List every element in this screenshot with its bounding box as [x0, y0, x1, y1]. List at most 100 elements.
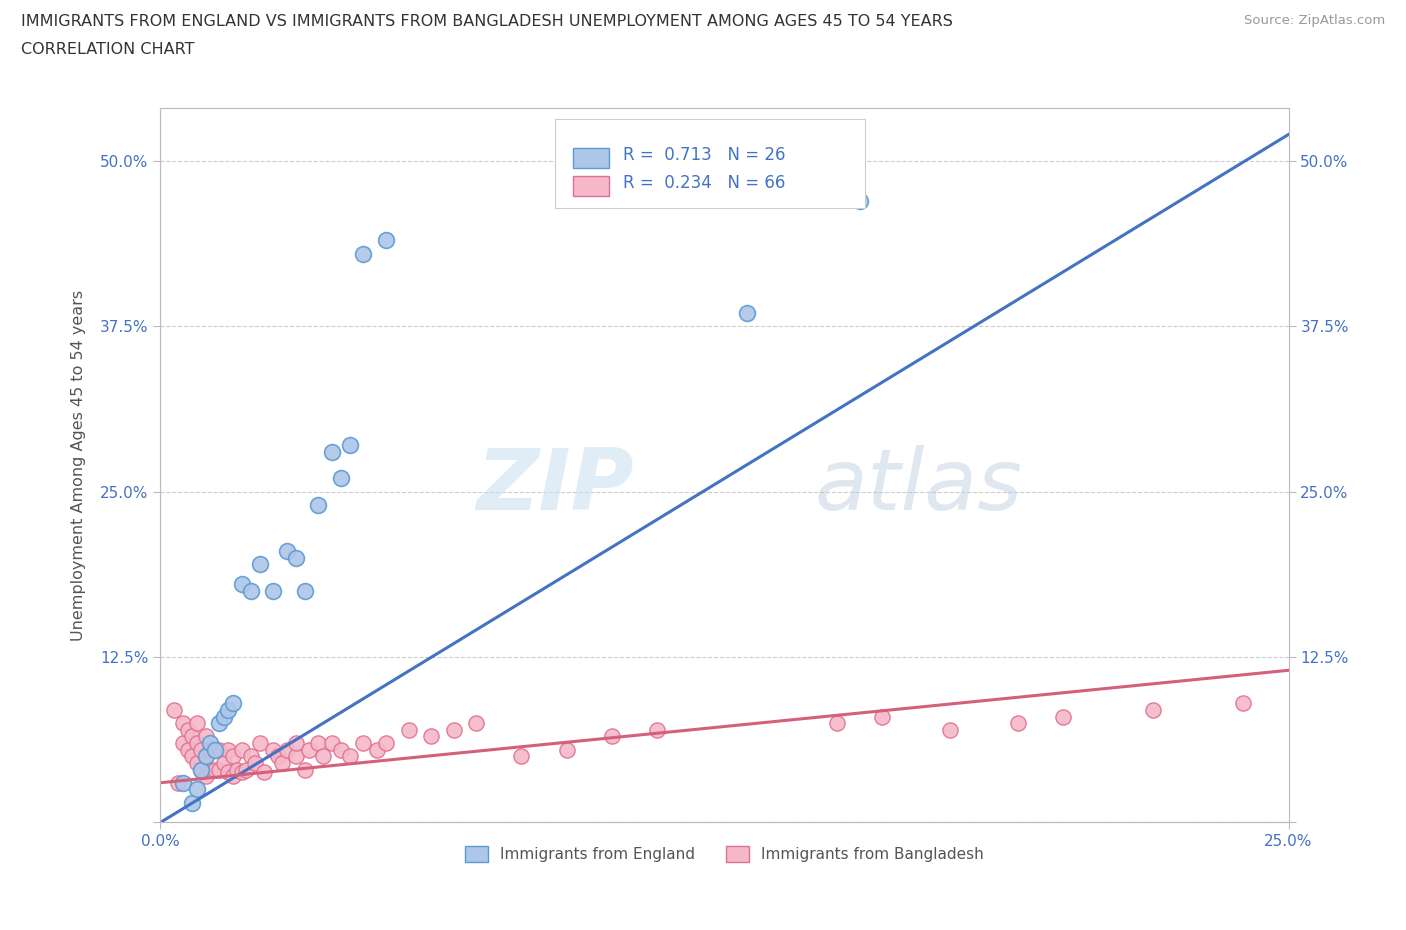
Point — [190, 742, 212, 757]
Point — [321, 736, 343, 751]
Point — [163, 702, 186, 717]
Point — [198, 736, 221, 751]
Point — [204, 742, 226, 757]
Text: R =  0.234   N = 66: R = 0.234 N = 66 — [623, 174, 786, 192]
Point — [284, 749, 307, 764]
Point — [339, 749, 361, 764]
Point — [353, 246, 375, 261]
Legend: Immigrants from England, Immigrants from Bangladesh: Immigrants from England, Immigrants from… — [460, 840, 990, 869]
Point — [204, 762, 226, 777]
Text: atlas: atlas — [814, 445, 1022, 528]
Text: IMMIGRANTS FROM ENGLAND VS IMMIGRANTS FROM BANGLADESH UNEMPLOYMENT AMONG AGES 45: IMMIGRANTS FROM ENGLAND VS IMMIGRANTS FR… — [21, 14, 953, 29]
Point — [167, 776, 190, 790]
Text: CORRELATION CHART: CORRELATION CHART — [21, 42, 194, 57]
Point — [235, 762, 257, 777]
Point — [186, 736, 208, 751]
Point — [420, 729, 443, 744]
Point — [353, 736, 375, 751]
Point — [1142, 702, 1164, 717]
Point — [194, 749, 217, 764]
Point — [186, 755, 208, 770]
Point — [555, 742, 578, 757]
Point — [276, 742, 298, 757]
Point — [190, 762, 212, 777]
Point — [217, 764, 239, 779]
Point — [181, 749, 204, 764]
Point — [375, 232, 398, 247]
Point — [329, 742, 352, 757]
FancyBboxPatch shape — [574, 176, 609, 196]
Point — [208, 762, 231, 777]
FancyBboxPatch shape — [574, 148, 609, 168]
Point — [321, 445, 343, 459]
Point — [398, 723, 420, 737]
Point — [735, 306, 758, 321]
Point — [245, 755, 267, 770]
Point — [284, 551, 307, 565]
FancyBboxPatch shape — [555, 119, 866, 208]
Point — [212, 755, 235, 770]
Point — [231, 764, 253, 779]
Point — [366, 742, 388, 757]
Point — [294, 583, 316, 598]
Point — [198, 742, 221, 757]
Point — [465, 716, 488, 731]
Point — [307, 736, 329, 751]
Point — [181, 795, 204, 810]
Point — [176, 723, 198, 737]
Point — [208, 742, 231, 757]
Point — [231, 577, 253, 591]
Point — [231, 742, 253, 757]
Point — [262, 583, 284, 598]
Point — [194, 769, 217, 784]
Point — [221, 696, 243, 711]
Point — [181, 729, 204, 744]
Point — [939, 723, 962, 737]
Point — [329, 471, 352, 485]
Point — [204, 742, 226, 757]
Point — [645, 723, 668, 737]
Point — [312, 749, 335, 764]
Point — [172, 716, 194, 731]
Point — [253, 764, 276, 779]
Point — [298, 742, 321, 757]
Point — [249, 557, 271, 572]
Point — [276, 544, 298, 559]
Point — [827, 716, 849, 731]
Point — [212, 710, 235, 724]
Point — [217, 702, 239, 717]
Point — [1007, 716, 1029, 731]
Text: ZIP: ZIP — [477, 445, 634, 528]
Point — [221, 769, 243, 784]
Point — [172, 736, 194, 751]
Point — [262, 742, 284, 757]
Point — [239, 749, 262, 764]
Point — [872, 710, 894, 724]
Point — [267, 749, 290, 764]
Point — [1232, 696, 1254, 711]
Point — [194, 729, 217, 744]
Point — [339, 438, 361, 453]
Point — [172, 776, 194, 790]
Point — [186, 716, 208, 731]
Y-axis label: Unemployment Among Ages 45 to 54 years: Unemployment Among Ages 45 to 54 years — [72, 289, 86, 641]
Point — [186, 782, 208, 797]
Point — [443, 723, 465, 737]
Point — [249, 736, 271, 751]
Point — [600, 729, 623, 744]
Point — [190, 762, 212, 777]
Point — [239, 583, 262, 598]
Point — [271, 755, 294, 770]
Point — [194, 749, 217, 764]
Text: R =  0.713   N = 26: R = 0.713 N = 26 — [623, 146, 786, 165]
Text: Source: ZipAtlas.com: Source: ZipAtlas.com — [1244, 14, 1385, 27]
Point — [849, 193, 872, 208]
Point — [217, 742, 239, 757]
Point — [1052, 710, 1074, 724]
Point — [198, 762, 221, 777]
Point — [294, 762, 316, 777]
Point — [284, 736, 307, 751]
Point — [221, 749, 243, 764]
Point — [208, 716, 231, 731]
Point — [510, 749, 533, 764]
